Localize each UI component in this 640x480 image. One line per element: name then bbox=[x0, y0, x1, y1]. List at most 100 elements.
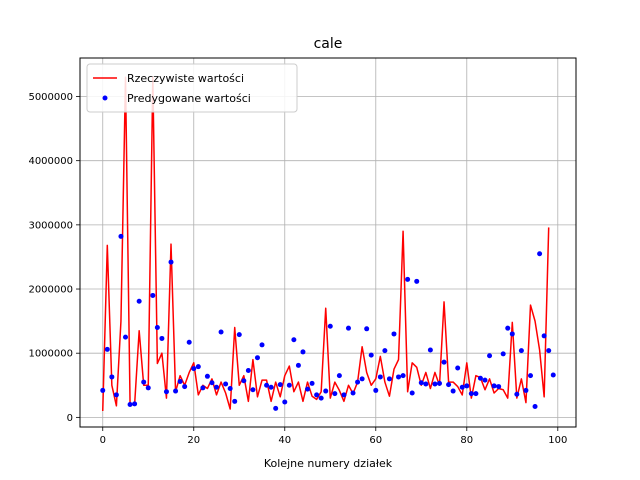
data-point-predicted bbox=[132, 401, 138, 407]
data-point-predicted bbox=[268, 384, 274, 390]
data-point-predicted bbox=[300, 349, 306, 355]
legend-box bbox=[86, 63, 298, 113]
data-point-predicted bbox=[364, 326, 370, 332]
data-point-predicted bbox=[218, 329, 224, 335]
data-point-predicted bbox=[113, 392, 119, 398]
data-point-predicted bbox=[168, 259, 174, 265]
data-point-predicted bbox=[145, 385, 151, 391]
data-point-predicted bbox=[400, 373, 406, 379]
y-tick-label: 5000000 bbox=[28, 92, 73, 103]
y-tick-label: 4000000 bbox=[28, 156, 73, 167]
x-axis-label: Kolejne numery działek bbox=[264, 457, 393, 470]
data-point-predicted bbox=[441, 359, 447, 365]
x-tick-label: 80 bbox=[460, 435, 473, 446]
data-point-predicted bbox=[496, 384, 502, 390]
data-point-predicted bbox=[341, 392, 347, 398]
data-point-predicted bbox=[418, 380, 424, 386]
y-tick-label: 2000000 bbox=[28, 285, 73, 296]
data-point-predicted bbox=[377, 374, 383, 380]
data-point-predicted bbox=[236, 332, 242, 338]
data-point-predicted bbox=[136, 298, 142, 304]
y-tick-label: 1000000 bbox=[28, 349, 73, 360]
plot-series bbox=[100, 76, 556, 411]
x-tick-label: 60 bbox=[369, 435, 382, 446]
data-point-predicted bbox=[232, 398, 238, 404]
data-point-predicted bbox=[405, 276, 411, 282]
data-point-predicted bbox=[464, 383, 470, 389]
y-tick-label: 0 bbox=[67, 413, 73, 424]
data-point-predicted bbox=[254, 355, 260, 361]
data-point-predicted bbox=[436, 380, 442, 386]
x-tick-label: 20 bbox=[187, 435, 200, 446]
data-point-predicted bbox=[109, 374, 115, 380]
data-point-predicted bbox=[327, 323, 333, 329]
data-point-predicted bbox=[368, 352, 374, 358]
data-point-predicted bbox=[386, 376, 392, 382]
data-point-predicted bbox=[391, 331, 397, 337]
data-point-predicted bbox=[282, 399, 288, 405]
data-point-predicted bbox=[409, 390, 415, 396]
data-point-predicted bbox=[209, 380, 215, 386]
data-point-predicted bbox=[473, 391, 479, 397]
data-point-predicted bbox=[118, 233, 124, 239]
data-point-predicted bbox=[414, 278, 420, 284]
data-point-predicted bbox=[500, 351, 506, 357]
data-point-predicted bbox=[350, 390, 356, 396]
data-point-predicted bbox=[191, 366, 197, 372]
data-point-predicted bbox=[204, 373, 210, 379]
data-point-predicted bbox=[427, 347, 433, 353]
data-point-predicted bbox=[309, 380, 315, 386]
data-point-predicted bbox=[159, 335, 165, 341]
data-point-predicted bbox=[227, 386, 233, 391]
data-point-predicted bbox=[186, 339, 192, 345]
data-point-predicted bbox=[396, 374, 402, 380]
data-point-predicted bbox=[382, 348, 388, 354]
data-point-predicted bbox=[277, 382, 283, 388]
data-point-predicted bbox=[532, 403, 538, 409]
legend-label: Rzeczywiste wartości bbox=[127, 72, 244, 85]
data-point-predicted bbox=[355, 379, 361, 385]
data-point-predicted bbox=[200, 385, 206, 391]
data-point-predicted bbox=[336, 373, 342, 379]
data-point-predicted bbox=[446, 382, 452, 388]
data-point-predicted bbox=[123, 334, 128, 340]
data-point-predicted bbox=[482, 377, 488, 383]
data-point-predicted bbox=[450, 388, 456, 394]
legend: Rzeczywiste wartości Predygowane wartości bbox=[86, 63, 298, 113]
data-point-predicted bbox=[154, 325, 160, 331]
legend-marker-swatch bbox=[102, 95, 108, 101]
legend-label: Predygowane wartości bbox=[127, 92, 251, 105]
data-point-predicted bbox=[323, 388, 329, 394]
data-point-predicted bbox=[455, 365, 461, 371]
data-point-predicted bbox=[259, 342, 265, 348]
chart-title: cale bbox=[314, 36, 343, 52]
data-point-predicted bbox=[477, 375, 483, 381]
data-point-predicted bbox=[223, 381, 229, 387]
data-point-predicted bbox=[141, 379, 147, 385]
data-point-predicted bbox=[487, 353, 493, 359]
data-point-predicted bbox=[100, 387, 106, 393]
data-point-predicted bbox=[541, 333, 547, 339]
data-point-predicted bbox=[537, 251, 543, 257]
data-point-predicted bbox=[528, 373, 533, 379]
data-point-predicted bbox=[177, 378, 183, 384]
data-point-predicted bbox=[332, 391, 338, 397]
data-point-predicted bbox=[295, 362, 301, 368]
data-point-predicted bbox=[345, 325, 351, 331]
data-point-predicted bbox=[550, 372, 556, 378]
data-point-predicted bbox=[491, 383, 497, 389]
data-point-predicted bbox=[518, 348, 524, 354]
data-point-predicted bbox=[373, 387, 379, 393]
data-point-predicted bbox=[173, 388, 179, 394]
data-point-predicted bbox=[505, 325, 511, 331]
x-tick-label: 100 bbox=[548, 435, 567, 446]
data-point-predicted bbox=[546, 348, 552, 354]
series-line-actual bbox=[102, 76, 550, 411]
data-point-predicted bbox=[459, 384, 465, 390]
data-point-predicted bbox=[509, 331, 515, 337]
data-point-predicted bbox=[291, 337, 297, 343]
data-point-predicted bbox=[468, 391, 474, 397]
data-point-predicted bbox=[523, 387, 529, 393]
data-point-predicted bbox=[241, 378, 247, 384]
data-point-predicted bbox=[214, 384, 220, 390]
